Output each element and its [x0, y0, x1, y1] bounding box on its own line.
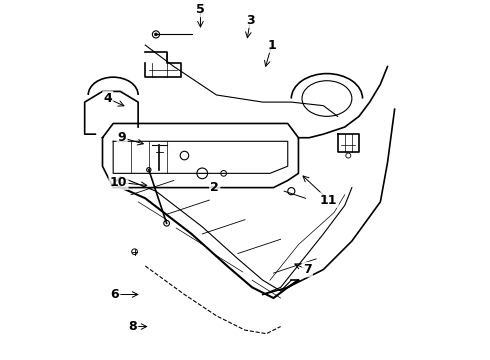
Text: 4: 4	[103, 92, 112, 105]
Text: 11: 11	[320, 194, 338, 207]
Circle shape	[154, 33, 157, 36]
Text: 6: 6	[111, 288, 119, 301]
Text: 7: 7	[303, 263, 312, 276]
Text: 2: 2	[210, 181, 219, 194]
Text: 8: 8	[128, 320, 137, 333]
Text: 10: 10	[110, 176, 127, 189]
Text: 5: 5	[196, 3, 205, 16]
Text: 3: 3	[246, 14, 255, 27]
Text: 9: 9	[118, 131, 126, 144]
Text: 1: 1	[268, 39, 276, 51]
